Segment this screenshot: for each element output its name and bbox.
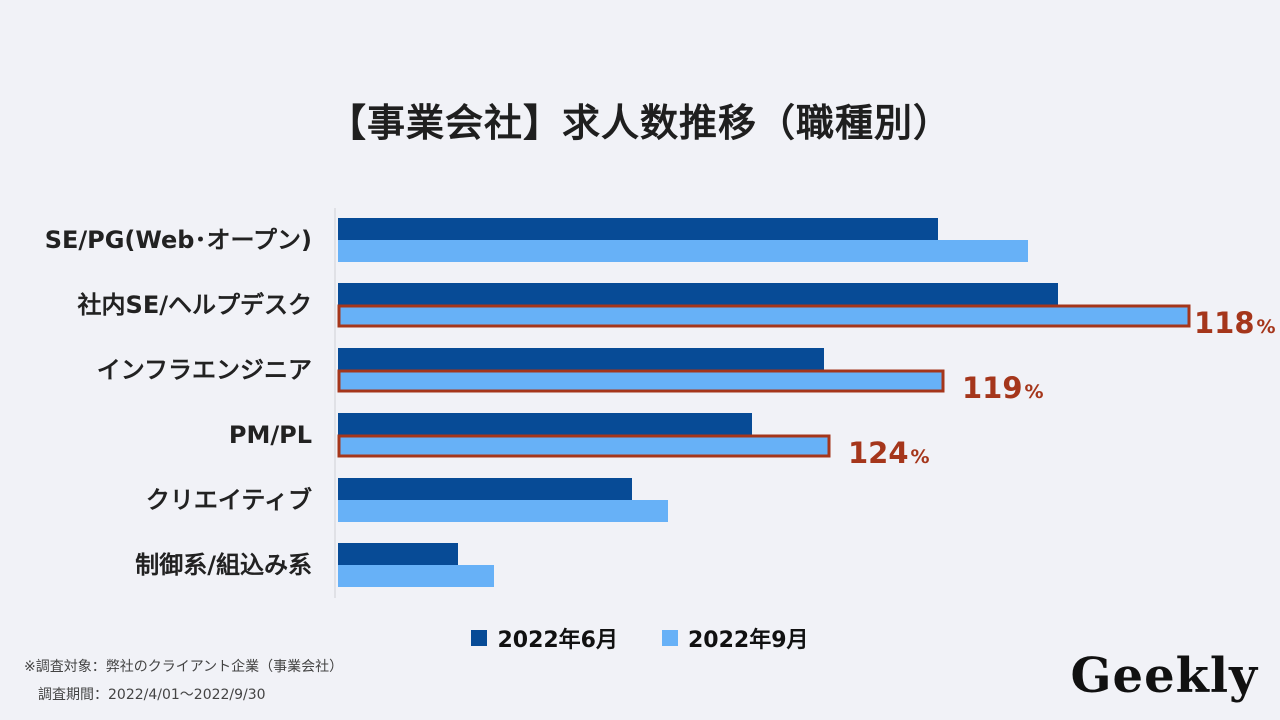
legend-swatch-sep (662, 630, 678, 646)
geekly-logo: Geekly (1070, 648, 1258, 704)
highlight-box (337, 369, 945, 393)
legend-item-jun: 2022年6月 (471, 622, 618, 654)
legend-swatch-jun (471, 630, 488, 646)
bar-jun (338, 348, 824, 370)
category-label: 社内SE/ヘルプデスク (78, 291, 312, 319)
growth-label: 124% (848, 436, 930, 470)
footnote-target: ※調査対象：弊社のクライアント企業（事業会社） (24, 659, 344, 675)
highlight-box (337, 434, 831, 458)
legend-item-sep: 2022年9月 (662, 622, 809, 654)
legend: 2022年6月 2022年9月 (0, 622, 1280, 654)
bar-jun (338, 478, 632, 500)
legend-label-sep: 2022年9月 (688, 628, 809, 653)
bar-jun (338, 283, 1058, 305)
bar-sep (338, 435, 830, 457)
highlight-box (337, 304, 1191, 328)
bar-jun (338, 218, 938, 240)
footnote-period: 調査期間：2022/4/01～2022/9/30 (38, 687, 266, 703)
growth-label: 118% (1194, 306, 1276, 340)
bar-sep (338, 305, 1190, 327)
bar-sep (338, 500, 668, 522)
growth-label: 119% (962, 371, 1044, 405)
bar-sep (338, 240, 1028, 262)
bar-jun (338, 413, 752, 435)
legend-label-jun: 2022年6月 (497, 628, 618, 653)
chart-title: 【事業会社】求人数推移（職種別） (327, 101, 952, 145)
category-label: SE/PG(Web･オープン) (45, 226, 312, 254)
category-label: インフラエンジニア (97, 356, 312, 384)
category-label: PM/PL (229, 421, 312, 449)
category-label: クリエイティブ (146, 486, 312, 514)
bar-sep (338, 370, 944, 392)
bar-jun (338, 543, 458, 565)
category-label: 制御系/組込み系 (135, 551, 312, 579)
bar-sep (338, 565, 494, 587)
